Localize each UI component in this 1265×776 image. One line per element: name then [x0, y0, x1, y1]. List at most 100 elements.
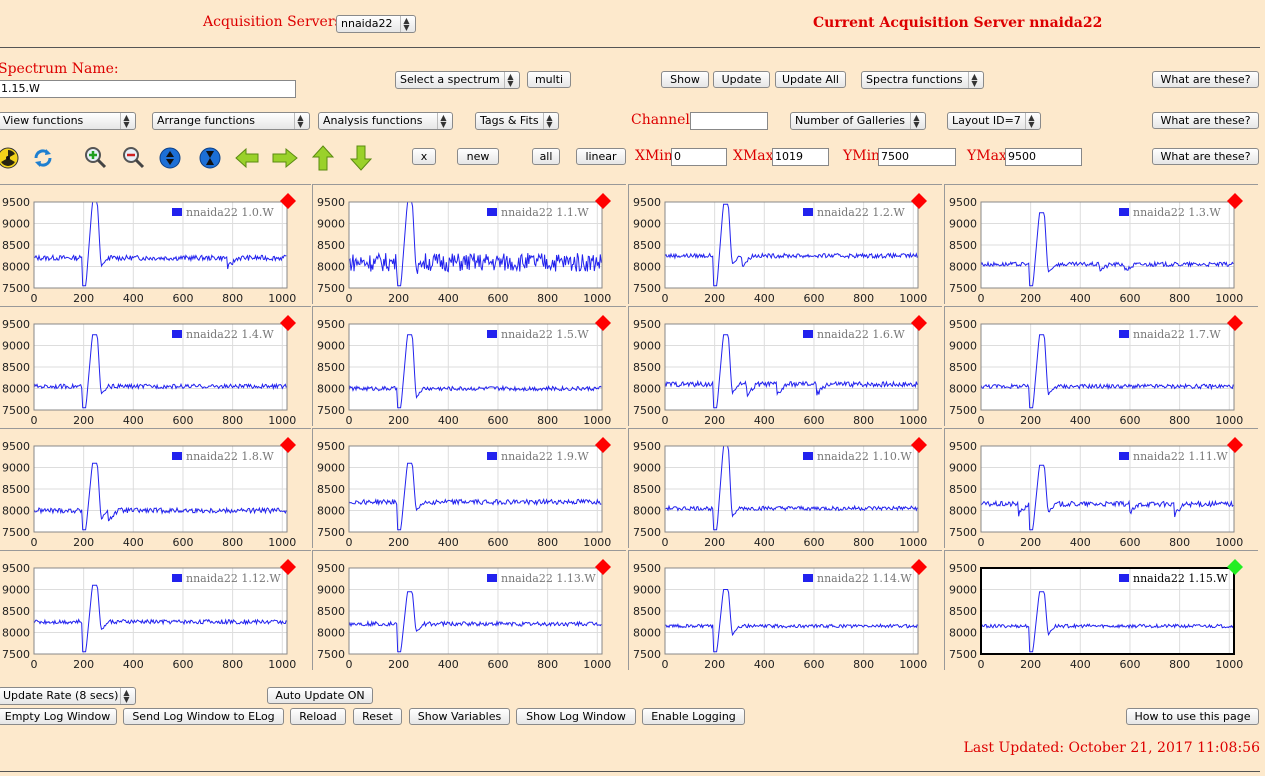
zoom-in-icon[interactable] — [84, 146, 107, 169]
status-diamond-icon — [280, 437, 296, 453]
legend-label: nnaida22 1.14.W — [817, 572, 912, 585]
what-are-these-button-3[interactable]: What are these? — [1152, 148, 1259, 165]
channel-input[interactable] — [690, 112, 768, 130]
arrow-down-icon[interactable] — [349, 145, 373, 171]
xmin-input[interactable]: 0 — [671, 148, 727, 166]
spectrum-name-input[interactable]: 1.15.W — [0, 80, 296, 98]
x-tick-label: 600 — [487, 292, 508, 305]
legend-swatch — [172, 574, 182, 582]
how-to-use-page-button[interactable]: How to use this page — [1126, 708, 1259, 725]
chevron-updown-icon: ▲ ▼ — [120, 688, 132, 704]
show-log-window-button[interactable]: Show Log Window — [516, 708, 636, 725]
update-rate-dropdown[interactable]: Update Rate (8 secs) ▲ ▼ — [0, 687, 136, 705]
view-functions-dropdown[interactable]: View functions ▲ ▼ — [0, 112, 136, 130]
number-of-galleries-dropdown[interactable]: Number of Galleries ▲ ▼ — [790, 112, 926, 130]
y-tick-label: 8500 — [949, 483, 977, 496]
y-tick-label: 9000 — [317, 584, 345, 597]
spectrum-panel[interactable]: 0 200 400 600 800 1000 7500 8000 8500 9000 9500 nna… — [312, 428, 627, 549]
xmax-input[interactable]: 1019 — [772, 148, 829, 166]
reset-button[interactable]: Reset — [353, 708, 402, 725]
spectra-functions-dropdown[interactable]: Spectra functions ▲ ▼ — [861, 71, 984, 89]
x-tick-label: 1000 — [1215, 414, 1243, 427]
x-button[interactable]: x — [412, 148, 436, 165]
send-log-to-elog-button[interactable]: Send Log Window to ELog — [123, 708, 284, 725]
spectrum-trace — [664, 589, 918, 653]
enable-logging-button[interactable]: Enable Logging — [642, 708, 745, 725]
spectrum-panel[interactable]: 0 200 400 600 800 1000 7500 8000 8500 9000 9500 nna… — [0, 428, 312, 549]
arrow-left-icon[interactable] — [235, 147, 259, 169]
linear-button[interactable]: linear — [576, 148, 626, 165]
spectrum-panel[interactable]: 0 200 400 600 800 1000 7500 8000 8500 9000 9500 nna… — [628, 306, 943, 427]
y-tick-label: 7500 — [2, 282, 30, 295]
server-select[interactable]: nnaida22 ▲ ▼ — [336, 15, 416, 33]
x-tick-label: 600 — [1119, 414, 1140, 427]
x-tick-label: 1000 — [1215, 292, 1243, 305]
auto-update-button[interactable]: Auto Update ON — [267, 687, 373, 704]
x-tick-label: 0 — [662, 292, 669, 305]
spectrum-panel[interactable]: 0 200 400 600 800 1000 7500 8000 8500 9000 9500 nna… — [628, 184, 943, 305]
spectrum-trace — [664, 445, 918, 531]
arrow-up-icon[interactable] — [311, 145, 335, 171]
x-tick-label: 200 — [704, 536, 725, 549]
show-variables-button[interactable]: Show Variables — [409, 708, 510, 725]
all-button[interactable]: all — [532, 148, 560, 165]
x-tick-label: 0 — [978, 292, 985, 305]
spectrum-panel[interactable]: 0 200 400 600 800 1000 7500 8000 8500 9000 9500 nna… — [0, 306, 312, 427]
what-are-these-button-2[interactable]: What are these? — [1152, 112, 1259, 129]
y-tick-label: 9500 — [2, 440, 30, 453]
x-tick-label: 1000 — [1215, 536, 1243, 549]
expand-vertical-icon[interactable] — [159, 147, 181, 169]
empty-log-window-button[interactable]: Empty Log Window — [0, 708, 117, 725]
arrow-right-icon[interactable] — [272, 147, 298, 169]
chevron-updown-icon: ▲ ▼ — [120, 113, 132, 129]
spectrum-panel[interactable]: 0 200 400 600 800 1000 7500 8000 8500 9000 9500 nna… — [628, 428, 943, 549]
legend-label: nnaida22 1.7.W — [1133, 328, 1221, 341]
tags-fits-dropdown[interactable]: Tags & Fits ▲ ▼ — [475, 112, 559, 130]
x-tick-label: 600 — [803, 292, 824, 305]
zoom-out-icon[interactable] — [122, 146, 145, 169]
radiation-icon[interactable] — [0, 147, 19, 169]
spectrum-panel[interactable]: 0 200 400 600 800 1000 7500 8000 8500 9000 9500 nna… — [0, 184, 312, 305]
spectrum-panel[interactable]: 0 200 400 600 800 1000 7500 8000 8500 9000 9500 nna… — [0, 550, 312, 671]
refresh-icon[interactable] — [32, 147, 54, 169]
spectrum-trace — [980, 464, 1234, 531]
x-tick-label: 200 — [388, 292, 409, 305]
legend-label: nnaida22 1.15.W — [1133, 572, 1228, 585]
arrange-functions-dropdown[interactable]: Arrange functions ▲ ▼ — [152, 112, 310, 130]
compress-vertical-icon[interactable] — [199, 147, 221, 169]
layout-id-label: Layout ID=7 — [952, 114, 1021, 127]
update-all-button[interactable]: Update All — [775, 71, 846, 88]
ymin-input[interactable]: 7500 — [878, 148, 956, 166]
select-spectrum-dropdown[interactable]: Select a spectrum ▲ ▼ — [395, 71, 520, 89]
reload-button[interactable]: Reload — [290, 708, 346, 725]
spectrum-plot: 0 200 400 600 800 1000 7500 8000 8500 9000 9500 nna… — [945, 185, 1259, 305]
spectrum-plot: 0 200 400 600 800 1000 7500 8000 8500 9000 9500 nna… — [0, 185, 312, 305]
multi-button[interactable]: multi — [527, 71, 571, 88]
spectrum-panel[interactable]: 0 200 400 600 800 1000 7500 8000 8500 9000 9500 nna… — [312, 184, 627, 305]
y-tick-label: 7500 — [633, 282, 661, 295]
ymax-label: YMax — [967, 148, 1007, 164]
y-tick-label: 8500 — [633, 239, 661, 252]
spectrum-panel[interactable]: 0 200 400 600 800 1000 7500 8000 8500 9000 9500 nna… — [628, 550, 943, 671]
spectrum-plot: 0 200 400 600 800 1000 7500 8000 8500 9000 9500 nna… — [945, 551, 1259, 671]
spectrum-panel[interactable]: 0 200 400 600 800 1000 7500 8000 8500 9000 9500 nna… — [312, 306, 627, 427]
show-button[interactable]: Show — [661, 71, 709, 88]
x-tick-label: 600 — [803, 658, 824, 671]
spectrum-panel[interactable]: 0 200 400 600 800 1000 7500 8000 8500 9000 9500 nna… — [944, 550, 1259, 671]
spectrum-plot: 0 200 400 600 800 1000 7500 8000 8500 9000 9500 nna… — [313, 551, 627, 671]
update-button[interactable]: Update — [713, 71, 770, 88]
spectrum-panel[interactable]: 0 200 400 600 800 1000 7500 8000 8500 9000 9500 nna… — [944, 428, 1259, 549]
new-button[interactable]: new — [457, 148, 499, 165]
y-tick-label: 7500 — [633, 648, 661, 661]
spectrum-panel[interactable]: 0 200 400 600 800 1000 7500 8000 8500 9000 9500 nna… — [312, 550, 627, 671]
layout-id-dropdown[interactable]: Layout ID=7 ▲ ▼ — [947, 112, 1041, 130]
what-are-these-button-1[interactable]: What are these? — [1152, 71, 1259, 88]
spectrum-panel[interactable]: 0 200 400 600 800 1000 7500 8000 8500 9000 9500 nna… — [944, 306, 1259, 427]
x-tick-label: 600 — [1119, 292, 1140, 305]
ymax-input[interactable]: 9500 — [1005, 148, 1082, 166]
x-tick-label: 1000 — [583, 414, 611, 427]
x-tick-label: 600 — [172, 414, 193, 427]
analysis-functions-dropdown[interactable]: Analysis functions ▲ ▼ — [318, 112, 453, 130]
legend-swatch — [803, 574, 813, 582]
spectrum-panel[interactable]: 0 200 400 600 800 1000 7500 8000 8500 9000 9500 nna… — [944, 184, 1259, 305]
